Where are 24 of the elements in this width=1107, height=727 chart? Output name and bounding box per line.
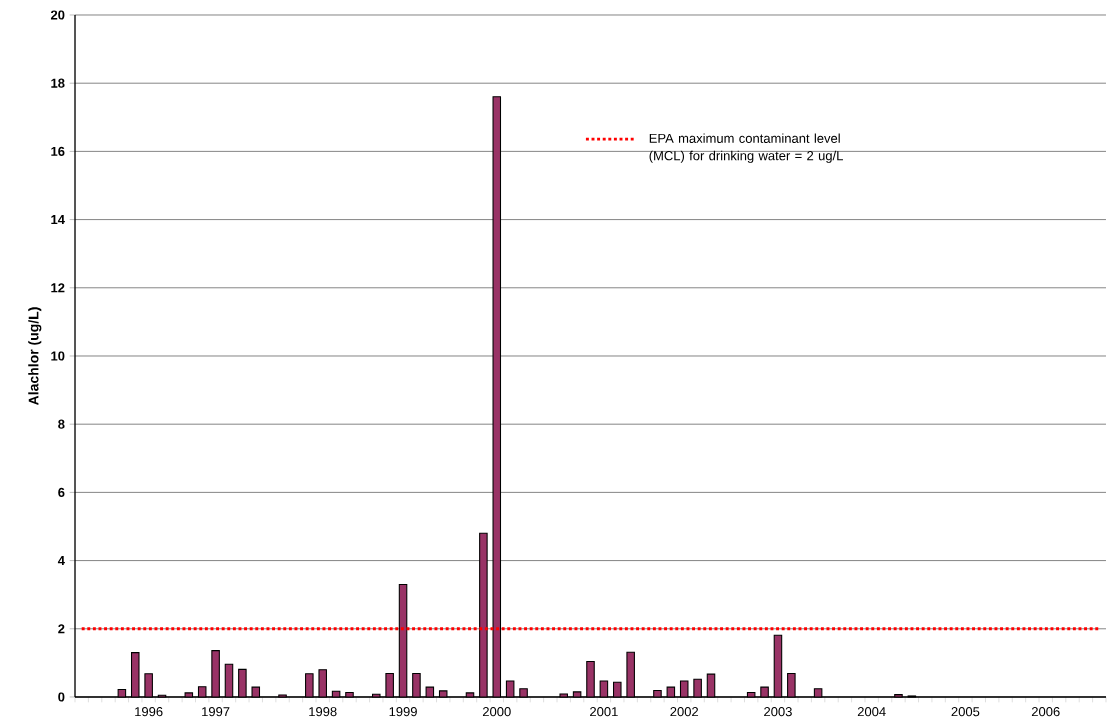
x-tick-label: 2003 (764, 707, 792, 717)
x-tick-label: 2005 (951, 707, 980, 717)
x-tick-label: 2002 (670, 707, 699, 717)
legend-label: EPA maximum contaminant level (MCL) for drinking water = 2 ug/L (649, 133, 843, 163)
y-tick-label: 14 (51, 215, 65, 225)
y-tick-label: 2 (58, 624, 65, 634)
y-tick-label: 0 (58, 692, 65, 702)
x-tick-label: 2001 (590, 707, 618, 717)
y-tick-label: 16 (51, 146, 65, 156)
x-tick-label: 1997 (202, 707, 230, 717)
x-tick-label: 2000 (482, 707, 511, 717)
y-tick-label: 10 (51, 351, 65, 361)
y-tick-label: 12 (51, 283, 65, 293)
y-tick-label: 20 (50, 10, 65, 20)
y-tick-label: 4 (57, 556, 65, 566)
x-tick-label: 2006 (1031, 707, 1060, 717)
x-tick-label: 1999 (389, 707, 417, 717)
x-tick-label: 2004 (857, 707, 886, 717)
y-tick-label: 18 (51, 78, 65, 88)
x-tick-label: 1996 (135, 707, 163, 717)
y-tick-label: 6 (58, 487, 65, 497)
y-tick-label: 8 (58, 419, 65, 429)
y-axis-title: Alachlor (ug/L) (28, 307, 42, 406)
x-tick-label: 1998 (309, 707, 337, 717)
